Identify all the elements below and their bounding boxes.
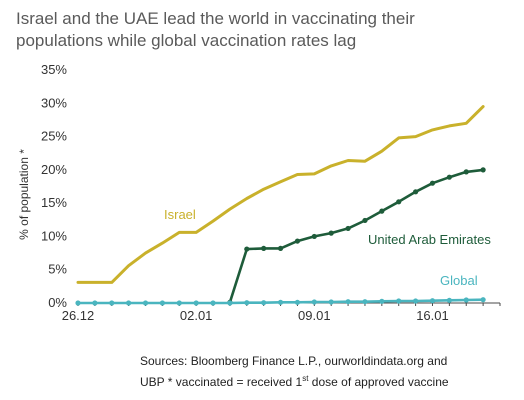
data-point-global <box>176 300 182 306</box>
data-point-global <box>227 300 233 306</box>
data-point-global <box>396 298 402 304</box>
data-point-global <box>463 297 469 303</box>
data-point-united-arab-emirates <box>379 208 385 214</box>
data-point-united-arab-emirates <box>277 245 284 252</box>
data-point-united-arab-emirates <box>311 233 317 240</box>
sources-line-2-suffix: dose of approved vaccine <box>308 375 449 389</box>
data-point-global <box>379 298 385 304</box>
series-line-israel <box>76 105 485 284</box>
y-tick-label: 25% <box>41 129 67 144</box>
series-label-global: Global <box>440 273 478 288</box>
series-label-israel: Israel <box>164 207 196 222</box>
y-tick-label: 20% <box>41 162 67 177</box>
data-point-global <box>244 300 250 306</box>
series-labels: Israel United Arab Emirates Global <box>164 207 491 288</box>
data-point-united-arab-emirates <box>463 169 469 175</box>
data-point-united-arab-emirates <box>480 167 486 173</box>
data-point-united-arab-emirates <box>446 174 452 180</box>
x-tick-label: 26.12 <box>62 308 95 323</box>
data-point-united-arab-emirates <box>396 199 402 205</box>
y-axis-title: % of population * <box>17 149 31 240</box>
x-tick-label: 02.01 <box>180 308 213 323</box>
x-tick-label: 09.01 <box>298 308 331 323</box>
data-point-global <box>480 297 486 303</box>
y-tick-label: 0% <box>48 295 67 310</box>
chart-title-line-1: Israel and the UAE lead the world in vac… <box>16 9 415 28</box>
y-tick-label: 5% <box>48 262 67 277</box>
series-group <box>75 105 486 306</box>
chart-title-line-2: populations while global vaccination rat… <box>16 31 357 50</box>
data-point-global <box>159 300 165 306</box>
data-point-global <box>109 300 115 306</box>
data-point-united-arab-emirates <box>345 225 351 232</box>
data-point-global <box>92 300 98 306</box>
data-point-global <box>210 300 216 306</box>
data-point-global <box>328 299 334 305</box>
data-point-global <box>126 300 132 306</box>
x-tick-label: 16.01 <box>416 308 449 323</box>
y-tick-label: 30% <box>41 95 67 110</box>
chart-title: Israel and the UAE lead the world in vac… <box>16 8 516 52</box>
data-point-global <box>345 299 351 305</box>
y-tick-label: 35% <box>41 62 67 77</box>
data-point-global <box>277 299 284 305</box>
data-point-united-arab-emirates <box>429 180 436 186</box>
data-point-global <box>311 299 317 305</box>
data-point-global <box>261 300 267 306</box>
data-point-united-arab-emirates <box>294 238 301 244</box>
sources-line-2: UBP * vaccinated = received 1st dose of … <box>140 370 520 391</box>
data-point-united-arab-emirates <box>362 217 368 224</box>
data-point-global <box>75 300 81 306</box>
data-point-united-arab-emirates <box>413 189 419 195</box>
data-point-global <box>446 297 452 303</box>
data-point-global <box>142 300 149 306</box>
sources-line-2-sup: st <box>302 374 309 383</box>
data-point-global <box>193 300 199 306</box>
series-label-united-arab-emirates: United Arab Emirates <box>368 232 491 247</box>
data-point-united-arab-emirates <box>244 246 250 252</box>
data-point-global <box>362 299 368 305</box>
y-tick-label: 10% <box>41 228 67 243</box>
data-point-global <box>294 299 301 305</box>
sources-note: Sources: Bloomberg Finance L.P., ourworl… <box>140 352 520 391</box>
y-tick-label: 15% <box>41 195 67 210</box>
data-point-united-arab-emirates <box>261 245 267 252</box>
x-axis: 26.12 02.01 09.01 16.01 <box>62 302 501 323</box>
sources-line-1: Sources: Bloomberg Finance L.P., ourworl… <box>140 354 448 368</box>
data-point-global <box>413 298 419 304</box>
series-line-united-arab-emirates <box>228 168 485 304</box>
y-axis: 0% 5% 10% 15% 20% 25% 30% 35% <box>41 62 67 310</box>
data-point-global <box>429 298 436 304</box>
sources-line-2-prefix: UBP * vaccinated = received 1 <box>140 375 303 389</box>
data-point-united-arab-emirates <box>328 230 334 236</box>
